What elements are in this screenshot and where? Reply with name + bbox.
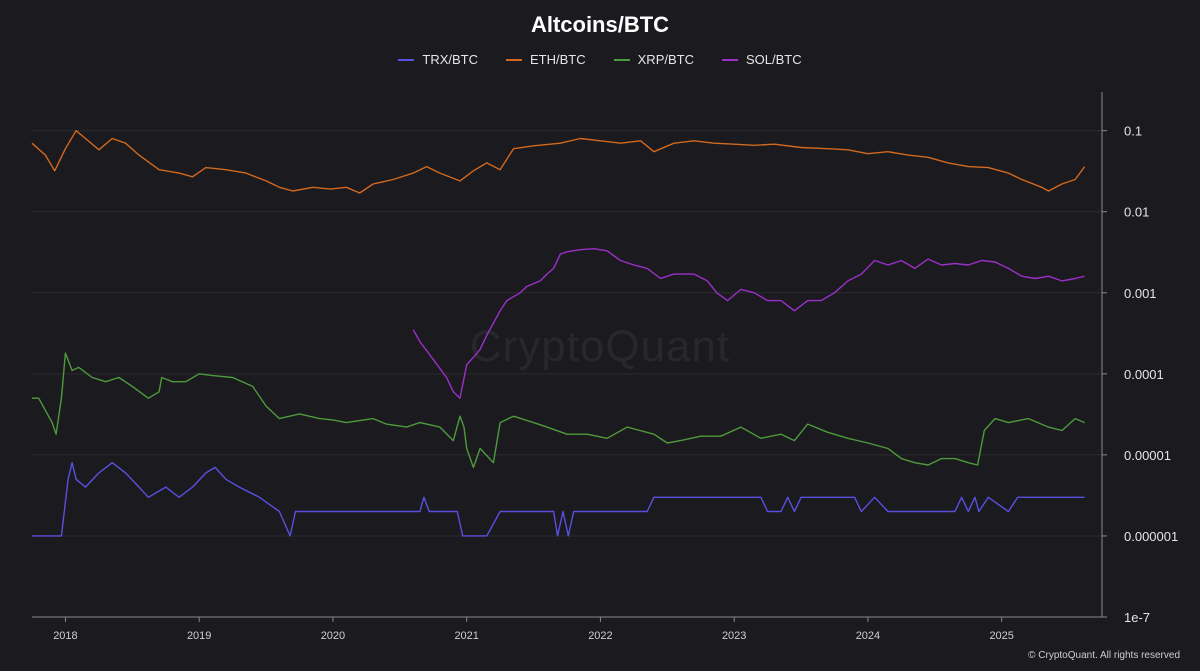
y-tick-label-6: 1e-7 [1124,610,1150,625]
legend-item-trx[interactable]: TRX/BTC [398,52,478,67]
x-tick-label-2: 2020 [321,630,345,642]
series-line-eth-btc [31,130,1086,194]
copyright-footer: © CryptoQuant. All rights reserved [1028,650,1180,661]
series-line-trx-btc [32,462,1085,537]
series-line-sol-btc [412,248,1085,399]
legend-label-sol: SOL/BTC [745,52,802,67]
x-tick-label-0: 2018 [53,630,77,642]
x-tick-label-6: 2024 [856,630,880,642]
watermark: CryptoQuant [469,322,731,371]
x-tick-label-5: 2023 [722,630,746,642]
x-tick-label-3: 2021 [454,630,478,642]
y-tick-label-4: 0.00001 [1124,448,1171,463]
x-tick-label-7: 2025 [989,630,1013,642]
legend-swatch-eth [506,58,523,61]
x-tick-label-1: 2019 [187,630,211,642]
legend-item-eth[interactable]: ETH/BTC [506,52,586,67]
y-tick-label-0: 0.1 [1124,124,1142,139]
legend-swatch-trx [398,58,415,61]
series-line-xrp-btc [32,352,1085,469]
legend-label-trx: TRX/BTC [422,52,479,67]
x-tick-label-4: 2022 [588,630,612,642]
legend-swatch-sol [721,58,738,61]
legend-item-xrp[interactable]: XRP/BTC [613,52,694,67]
legend: TRX/BTC ETH/BTC XRP/BTC SOL/BTC [0,52,1200,67]
y-tick-label-1: 0.01 [1124,205,1149,220]
y-tick-label-3: 0.0001 [1124,367,1164,382]
legend-label-eth: ETH/BTC [530,52,586,67]
y-tick-label-5: 0.000001 [1124,529,1178,544]
legend-swatch-xrp [613,58,630,61]
chart-title: Altcoins/BTC [530,12,670,37]
legend-label-xrp: XRP/BTC [637,52,694,67]
legend-item-sol[interactable]: SOL/BTC [721,52,802,67]
y-tick-label-2: 0.001 [1124,286,1157,301]
